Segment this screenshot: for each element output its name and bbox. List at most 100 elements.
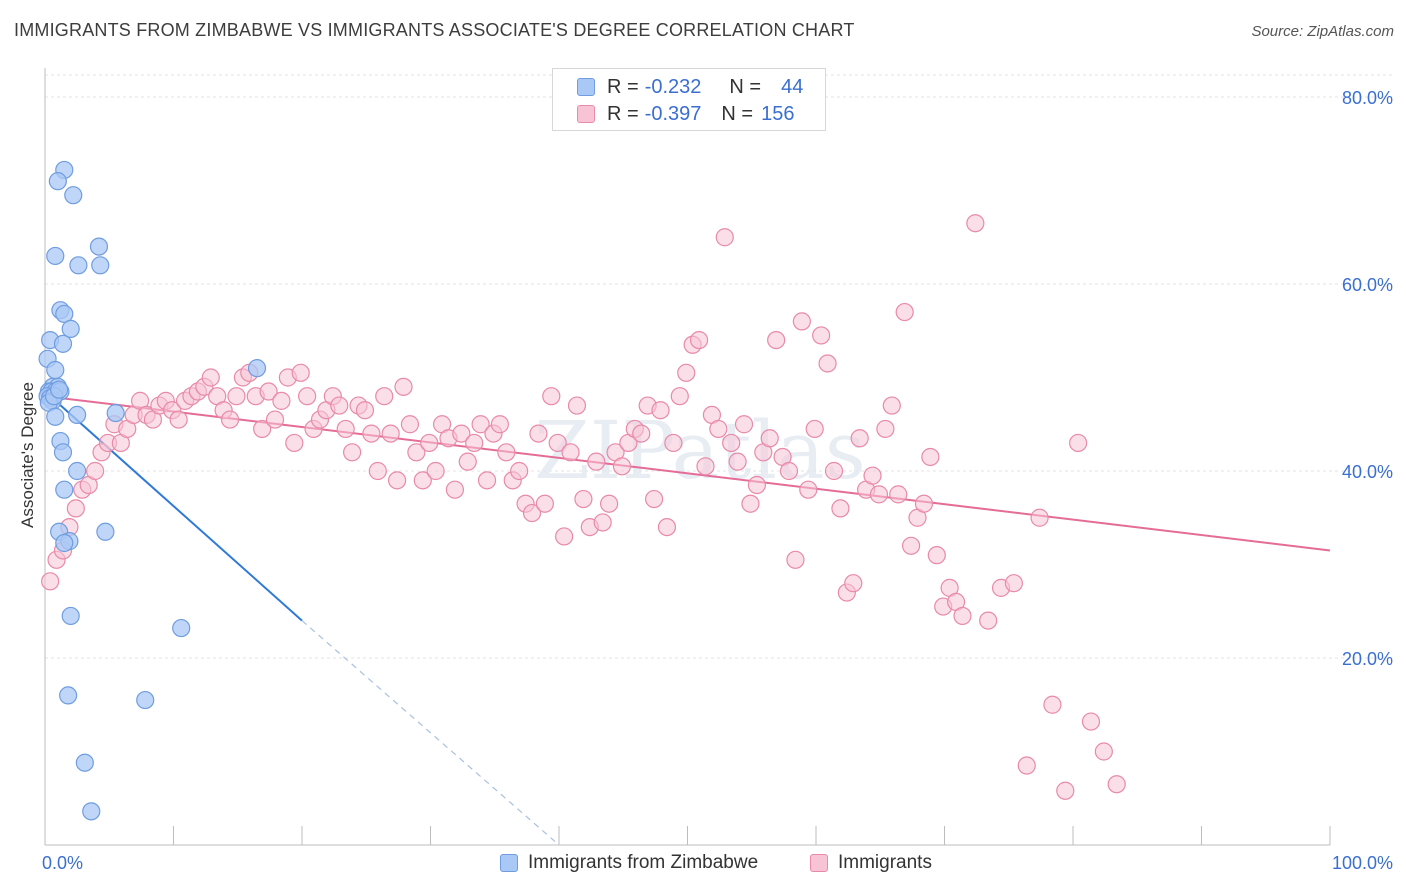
point-zimbabwe xyxy=(69,256,88,275)
point-immigrants xyxy=(876,419,895,439)
point-immigrants xyxy=(953,606,972,626)
point-zimbabwe xyxy=(106,403,125,423)
point-immigrants xyxy=(272,391,291,410)
point-zimbabwe xyxy=(68,461,87,481)
y-tick-label: 60.0% xyxy=(1342,275,1393,295)
point-immigrants xyxy=(979,611,998,630)
point-immigrants xyxy=(709,419,728,439)
point-zimbabwe xyxy=(64,186,83,205)
point-immigrants xyxy=(927,546,946,565)
point-immigrants xyxy=(593,513,612,532)
trend-line-extension xyxy=(301,620,560,846)
point-immigrants xyxy=(799,480,818,499)
point-immigrants xyxy=(510,461,529,481)
point-immigrants xyxy=(715,228,734,247)
point-zimbabwe xyxy=(46,360,65,380)
r-label: R = xyxy=(607,102,639,125)
point-immigrants xyxy=(1043,695,1062,714)
point-zimbabwe xyxy=(53,334,73,353)
point-immigrants xyxy=(330,396,349,415)
x-tick-label: 0.0% xyxy=(42,853,83,873)
point-immigrants xyxy=(747,475,766,495)
point-immigrants xyxy=(381,424,400,443)
point-immigrants xyxy=(644,489,664,509)
point-immigrants xyxy=(1017,756,1036,775)
point-zimbabwe xyxy=(55,480,74,499)
point-immigrants xyxy=(291,363,310,382)
watermark: ZIPatlas xyxy=(534,404,866,497)
point-immigrants xyxy=(542,387,561,406)
point-immigrants xyxy=(600,494,619,513)
point-immigrants xyxy=(587,452,606,471)
point-zimbabwe xyxy=(75,753,94,772)
point-immigrants xyxy=(201,368,220,387)
point-immigrants xyxy=(497,443,516,462)
legend-swatch-pink xyxy=(810,854,828,872)
point-immigrants xyxy=(914,494,934,513)
point-immigrants xyxy=(677,363,696,382)
point-immigrants xyxy=(535,494,554,513)
point-immigrants xyxy=(657,517,677,537)
point-zimbabwe xyxy=(136,690,155,710)
point-zimbabwe xyxy=(50,380,69,399)
point-immigrants xyxy=(632,424,651,443)
point-immigrants xyxy=(86,461,105,481)
point-immigrants xyxy=(921,447,940,467)
point-zimbabwe xyxy=(96,522,115,541)
point-immigrants xyxy=(265,410,285,429)
point-immigrants xyxy=(465,433,484,453)
point-immigrants xyxy=(1094,742,1113,761)
point-zimbabwe xyxy=(46,246,65,266)
point-immigrants xyxy=(452,424,471,443)
point-immigrants xyxy=(689,331,709,350)
legend-swatch-pink xyxy=(577,105,595,123)
point-immigrants xyxy=(420,433,439,453)
point-immigrants xyxy=(844,574,863,593)
point-immigrants xyxy=(1081,712,1101,731)
point-immigrants xyxy=(445,480,465,499)
point-zimbabwe xyxy=(53,443,73,462)
n-value: 156 xyxy=(761,102,795,125)
point-immigrants xyxy=(220,410,240,429)
x-tick-label: 100.0% xyxy=(1332,853,1393,873)
point-zimbabwe xyxy=(61,606,80,626)
point-immigrants xyxy=(471,415,490,434)
point-zimbabwe xyxy=(55,533,74,553)
axes xyxy=(44,68,1331,846)
point-zimbabwe xyxy=(247,359,267,378)
point-immigrants xyxy=(664,433,683,453)
point-immigrants xyxy=(529,424,548,443)
point-immigrants xyxy=(805,419,824,439)
point-immigrants xyxy=(850,429,869,448)
legend-item-immigrants: Immigrants xyxy=(810,852,932,874)
point-immigrants xyxy=(253,419,272,439)
point-immigrants xyxy=(824,461,844,481)
point-immigrants xyxy=(612,457,632,476)
n-label: N = xyxy=(721,102,754,125)
n-label: N = xyxy=(729,75,762,98)
point-immigrants xyxy=(901,536,921,555)
y-tick-label: 40.0% xyxy=(1342,462,1393,482)
point-immigrants xyxy=(285,433,304,453)
point-immigrants xyxy=(567,396,587,415)
point-immigrants xyxy=(651,401,670,420)
point-immigrants xyxy=(227,387,246,406)
point-immigrants xyxy=(387,471,407,490)
point-immigrants xyxy=(336,419,355,439)
point-immigrants xyxy=(298,387,317,406)
point-immigrants xyxy=(490,415,509,434)
point-immigrants xyxy=(400,415,420,434)
point-immigrants xyxy=(863,466,882,485)
point-immigrants xyxy=(792,312,811,331)
point-immigrants xyxy=(394,377,413,396)
legend-item-zimbabwe: Immigrants from Zimbabwe xyxy=(500,852,758,874)
point-immigrants xyxy=(355,401,375,420)
r-value: -0.397 xyxy=(644,102,702,125)
point-immigrants xyxy=(831,499,850,518)
legend-row-zimbabwe: R = -0.232 N = 44 xyxy=(577,75,803,99)
n-value: 44 xyxy=(781,75,804,98)
legend-label: Immigrants from Zimbabwe xyxy=(528,852,759,873)
y-tick-label: 80.0% xyxy=(1342,88,1393,108)
point-zimbabwe xyxy=(172,618,191,638)
point-immigrants xyxy=(869,485,889,504)
